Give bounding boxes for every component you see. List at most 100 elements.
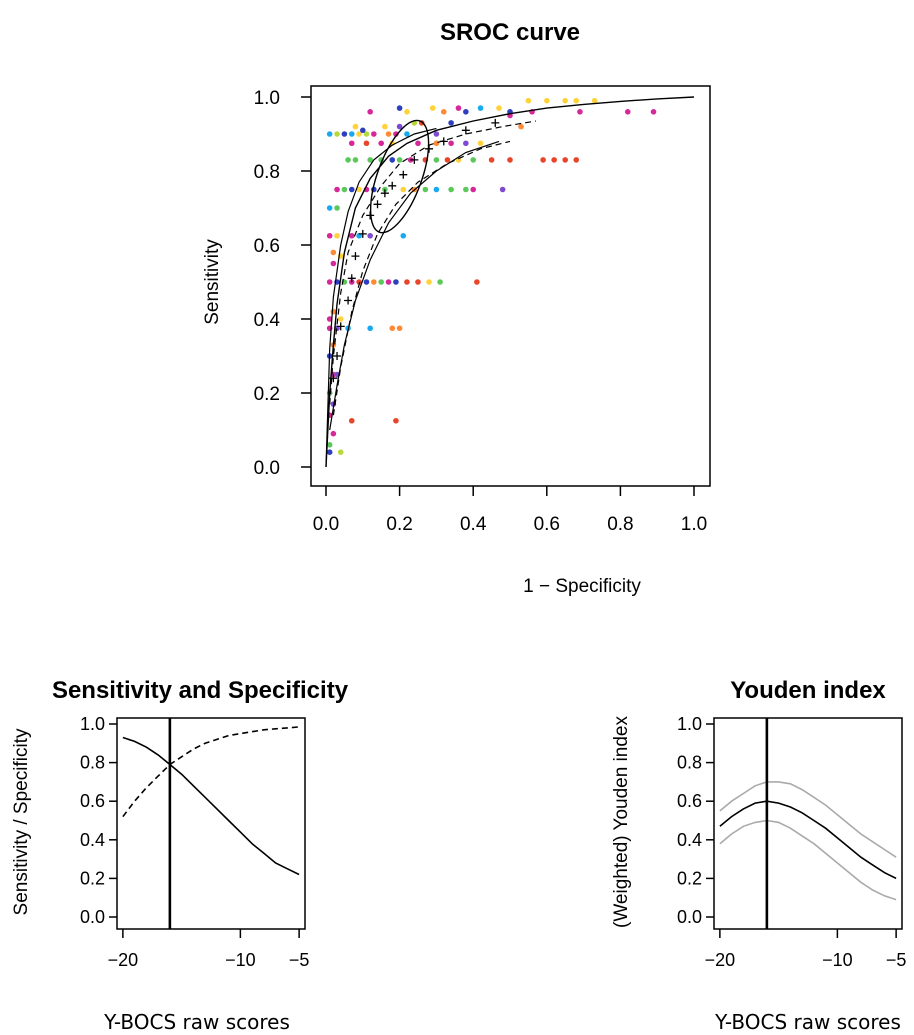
y-tick-label: 0.0 xyxy=(677,907,702,927)
study-point xyxy=(334,205,340,211)
study-point xyxy=(393,279,399,285)
study-point xyxy=(540,157,546,163)
y-tick-label: 0.6 xyxy=(677,791,702,811)
study-point xyxy=(448,186,454,193)
study-point xyxy=(448,140,454,147)
sroc-y-tick-label: 0.4 xyxy=(254,310,281,331)
study-point xyxy=(367,109,373,115)
study-point xyxy=(341,186,348,193)
study-point xyxy=(348,140,355,147)
study-point xyxy=(396,157,403,163)
study-point xyxy=(334,186,340,193)
study-point xyxy=(348,417,355,424)
study-point xyxy=(470,186,477,193)
sroc-y-tick-label: 0.2 xyxy=(254,384,280,405)
threshold-marker xyxy=(388,181,397,190)
study-point xyxy=(433,140,440,147)
sroc-upper-bound xyxy=(325,127,437,468)
study-point xyxy=(437,279,443,285)
study-point xyxy=(433,157,440,163)
threshold-marker xyxy=(347,274,356,283)
threshold-marker xyxy=(380,189,389,198)
study-point xyxy=(396,105,403,111)
x-tick-label: −20 xyxy=(705,950,736,970)
x-tick-label: −5 xyxy=(289,950,310,970)
study-point xyxy=(562,157,568,163)
study-point xyxy=(650,109,657,115)
x-tick-label: −20 xyxy=(108,950,139,970)
study-point xyxy=(334,232,340,239)
sroc-y-tick-label: 0.8 xyxy=(254,162,280,183)
study-point xyxy=(326,205,333,211)
study-point xyxy=(337,316,344,322)
y-tick-label: 0.2 xyxy=(677,868,702,888)
study-point xyxy=(356,279,362,285)
sroc-lower-bound xyxy=(329,140,500,431)
study-point xyxy=(352,157,359,163)
study-point xyxy=(348,131,355,137)
yd-series-line-2 xyxy=(719,781,897,858)
study-point xyxy=(422,186,429,193)
study-point xyxy=(455,105,462,111)
threshold-marker xyxy=(410,155,419,164)
threshold-marker xyxy=(358,229,367,238)
study-point xyxy=(577,109,583,115)
study-point xyxy=(330,308,337,315)
study-point xyxy=(470,157,477,163)
sroc-study-points xyxy=(326,97,657,456)
y-tick-label: 0.6 xyxy=(80,791,105,811)
study-point xyxy=(363,131,370,137)
study-point xyxy=(385,131,392,137)
study-point xyxy=(363,279,370,285)
study-point xyxy=(393,417,399,424)
study-point xyxy=(573,157,580,163)
study-point xyxy=(426,279,432,285)
sroc-x-tick-label: 0.0 xyxy=(313,514,339,535)
study-point xyxy=(367,157,373,163)
y-tick-label: 1.0 xyxy=(677,714,702,734)
sroc-x-tick-label: 0.6 xyxy=(534,514,560,535)
study-point xyxy=(551,157,557,163)
sroc-y-tick-label: 1.0 xyxy=(254,88,280,109)
study-point xyxy=(337,449,344,456)
confidence-ellipse xyxy=(369,119,430,234)
study-point xyxy=(440,109,447,115)
x-tick-label: −10 xyxy=(225,950,256,970)
youden-title: Youden index xyxy=(730,677,886,704)
y-tick-label: 0.8 xyxy=(80,753,105,773)
youden-y-axis-label: (Weighted) Youden index xyxy=(611,716,632,928)
study-point xyxy=(360,127,366,134)
study-point xyxy=(326,442,333,448)
study-point xyxy=(429,105,436,111)
youden-x-axis: −20 −10 −5 xyxy=(705,929,907,970)
study-point xyxy=(477,105,484,111)
sens-spec-lines xyxy=(122,718,300,929)
x-tick-label: −5 xyxy=(886,950,907,970)
study-point xyxy=(378,140,385,147)
threshold-marker xyxy=(344,296,353,305)
sroc-x-tick-label: 0.4 xyxy=(460,514,487,535)
study-point xyxy=(345,157,351,163)
study-point xyxy=(348,232,355,239)
study-point xyxy=(352,123,359,130)
threshold-marker xyxy=(399,170,408,179)
study-point xyxy=(591,97,598,104)
sens-spec-title: Sensitivity and Specificity xyxy=(52,677,349,704)
study-point xyxy=(488,157,495,163)
sroc-y-axis-label: Sensitivity xyxy=(202,239,223,325)
study-point xyxy=(396,325,403,332)
study-point xyxy=(404,109,410,115)
youden-y-axis: 0.0 0.2 0.4 0.6 0.8 1.0 xyxy=(677,714,714,927)
study-point xyxy=(356,131,362,137)
study-point xyxy=(367,232,373,239)
sroc-summary-curve xyxy=(325,96,695,468)
study-point xyxy=(477,140,484,147)
sens-spec-x-axis: −20 −10 −5 xyxy=(108,929,310,970)
study-point xyxy=(404,131,410,137)
study-point xyxy=(326,279,333,285)
study-point xyxy=(415,140,421,147)
y-tick-label: 1.0 xyxy=(80,714,105,734)
study-point xyxy=(463,109,469,115)
youden-plot-frame xyxy=(713,717,903,930)
study-point xyxy=(415,279,421,285)
